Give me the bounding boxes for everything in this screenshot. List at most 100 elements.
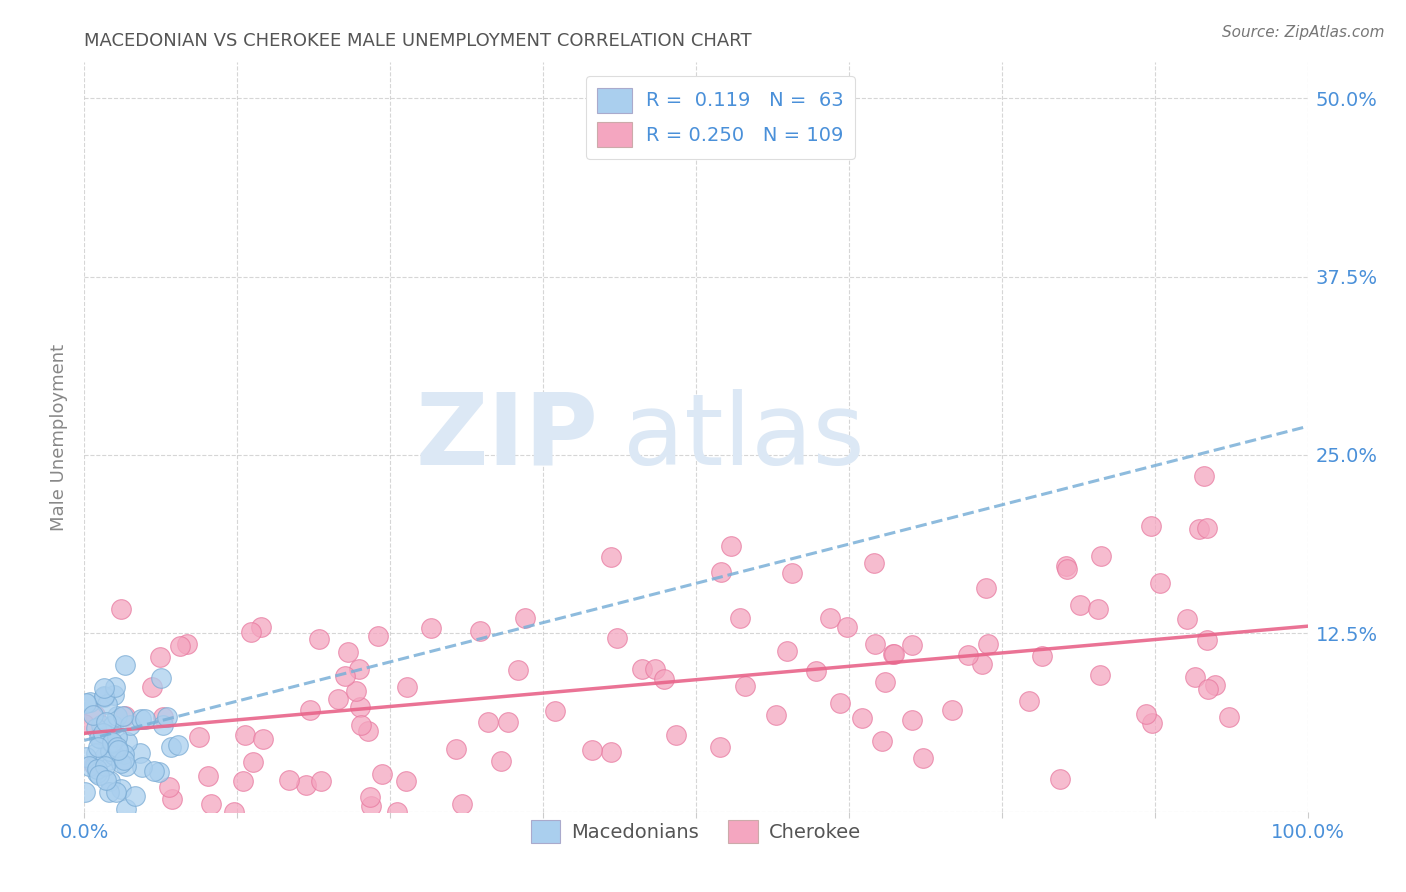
- Point: [581, 742, 603, 756]
- Point: [780, 566, 803, 581]
- Text: MACEDONIAN VS CHEROKEE MALE UNEMPLOYMENT CORRELATION CHART: MACEDONIAN VS CHEROKEE MALE UNEMPLOYMENT…: [84, 32, 752, 50]
- Point: [1195, 632, 1218, 647]
- Point: [149, 649, 172, 664]
- Point: [90, 718, 112, 732]
- Point: [863, 637, 886, 651]
- Point: [1140, 715, 1163, 730]
- Point: [105, 730, 128, 744]
- Point: [134, 712, 156, 726]
- Point: [1188, 522, 1211, 536]
- Point: [103, 688, 125, 702]
- Point: [863, 556, 886, 570]
- Point: [1218, 710, 1240, 724]
- Point: [112, 708, 135, 723]
- Point: [1140, 519, 1163, 533]
- Point: [103, 748, 125, 763]
- Point: [776, 644, 799, 658]
- Point: [110, 602, 132, 616]
- Point: [828, 696, 851, 710]
- Point: [1088, 668, 1111, 682]
- Point: [299, 702, 322, 716]
- Point: [129, 712, 152, 726]
- Point: [765, 707, 787, 722]
- Point: [83, 757, 105, 772]
- Point: [1204, 678, 1226, 692]
- Point: [110, 756, 132, 771]
- Point: [105, 740, 128, 755]
- Point: [489, 754, 512, 768]
- Point: [326, 692, 349, 706]
- Point: [977, 637, 1000, 651]
- Point: [114, 802, 136, 816]
- Point: [112, 747, 135, 761]
- Point: [84, 746, 107, 760]
- Point: [477, 714, 499, 729]
- Point: [710, 566, 733, 580]
- Point: [1197, 521, 1219, 535]
- Point: [387, 805, 409, 819]
- Point: [77, 759, 100, 773]
- Point: [882, 648, 904, 662]
- Point: [1090, 549, 1112, 563]
- Point: [152, 710, 174, 724]
- Point: [73, 785, 96, 799]
- Point: [1192, 469, 1215, 483]
- Point: [252, 731, 274, 746]
- Point: [242, 755, 264, 769]
- Point: [665, 728, 688, 742]
- Point: [720, 539, 742, 553]
- Point: [1054, 559, 1077, 574]
- Point: [114, 708, 136, 723]
- Point: [295, 778, 318, 792]
- Point: [94, 715, 117, 730]
- Point: [86, 740, 108, 755]
- Point: [93, 750, 115, 764]
- Point: [1149, 575, 1171, 590]
- Legend: Macedonians, Cherokee: Macedonians, Cherokee: [523, 813, 869, 851]
- Point: [224, 805, 246, 819]
- Point: [1135, 706, 1157, 721]
- Point: [73, 717, 96, 731]
- Text: atlas: atlas: [623, 389, 865, 485]
- Point: [157, 780, 180, 794]
- Point: [162, 792, 184, 806]
- Point: [101, 735, 124, 749]
- Point: [396, 681, 419, 695]
- Point: [371, 766, 394, 780]
- Point: [188, 730, 211, 744]
- Point: [970, 657, 993, 672]
- Point: [600, 745, 623, 759]
- Point: [94, 773, 117, 788]
- Point: [941, 703, 963, 717]
- Point: [97, 784, 120, 798]
- Y-axis label: Male Unemployment: Male Unemployment: [49, 343, 67, 531]
- Point: [901, 713, 924, 727]
- Point: [1087, 601, 1109, 615]
- Point: [506, 663, 529, 677]
- Point: [160, 740, 183, 755]
- Point: [498, 714, 520, 729]
- Point: [101, 718, 124, 732]
- Point: [141, 681, 163, 695]
- Point: [734, 679, 756, 693]
- Point: [1049, 772, 1071, 786]
- Point: [82, 708, 104, 723]
- Point: [149, 671, 172, 685]
- Point: [118, 718, 141, 732]
- Point: [728, 611, 751, 625]
- Text: Source: ZipAtlas.com: Source: ZipAtlas.com: [1222, 25, 1385, 40]
- Point: [232, 774, 254, 789]
- Point: [148, 764, 170, 779]
- Point: [131, 759, 153, 773]
- Point: [1197, 681, 1219, 696]
- Point: [450, 797, 472, 811]
- Point: [176, 637, 198, 651]
- Point: [359, 790, 381, 805]
- Point: [79, 695, 101, 709]
- Point: [709, 740, 731, 755]
- Point: [105, 708, 128, 723]
- Point: [169, 640, 191, 654]
- Point: [1018, 694, 1040, 708]
- Point: [444, 741, 467, 756]
- Point: [515, 611, 537, 625]
